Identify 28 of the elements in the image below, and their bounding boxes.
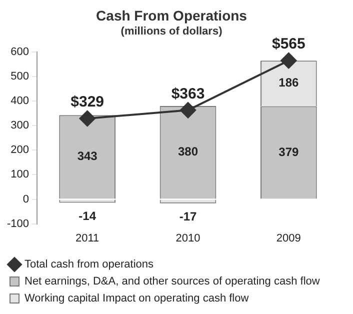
y-tick-label: 600 xyxy=(10,46,30,58)
legend-label: Working capital Impact on operating cash flow xyxy=(24,292,249,305)
data-label: $565 xyxy=(272,36,306,53)
legend-label: Net earnings, D&A, and other sources of operating cash flow xyxy=(24,276,320,288)
x-tick-label: 2011 xyxy=(76,232,100,244)
data-label: 380 xyxy=(178,144,198,159)
data-label: -17 xyxy=(179,210,198,224)
y-tick-label: 100 xyxy=(10,168,30,181)
y-tick-label: 300 xyxy=(10,120,30,132)
point xyxy=(280,52,297,69)
y-tick-label: 0 xyxy=(22,193,30,206)
data-label: $363 xyxy=(171,85,205,102)
y-tick-label: -100 xyxy=(6,218,30,230)
point xyxy=(180,102,196,118)
data-label: 343 xyxy=(77,149,98,164)
point xyxy=(79,110,96,127)
y-tick-label: 200 xyxy=(10,144,30,156)
y-tick-label: 500 xyxy=(10,70,30,83)
y-tick-label: 400 xyxy=(10,95,30,108)
data-label: 186 xyxy=(278,76,299,90)
x-tick-label: 2010 xyxy=(176,232,200,244)
chart-title: Cash From Operations xyxy=(96,7,248,24)
data-label: -14 xyxy=(78,209,96,224)
data-label: 379 xyxy=(278,144,299,159)
x-tick-label: 2009 xyxy=(276,232,301,244)
data-label: $329 xyxy=(70,94,104,111)
legend-label: Total cash from operations xyxy=(24,258,154,271)
chart-subtitle: (millions of dollars) xyxy=(120,25,223,38)
